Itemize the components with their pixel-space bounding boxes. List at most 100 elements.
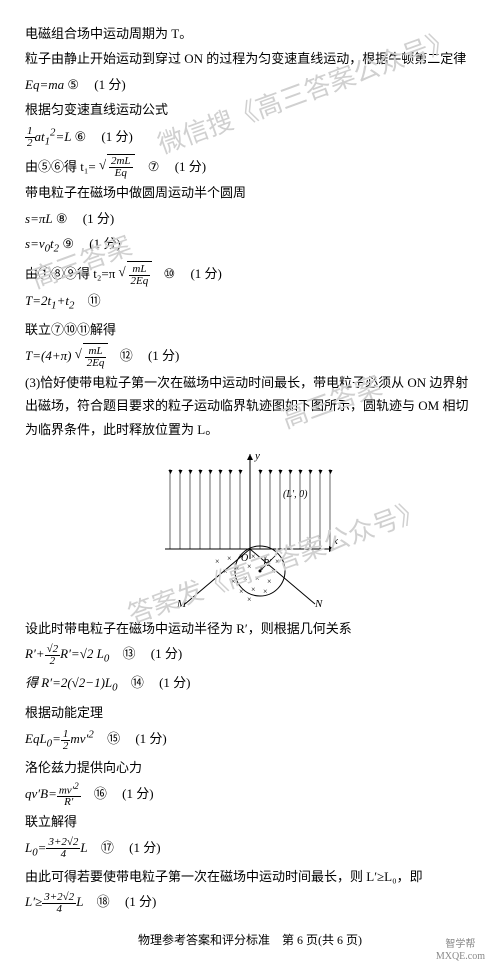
formula: s=πL	[25, 211, 53, 226]
formula-line: T=2t1+t2 ⑪	[25, 289, 475, 316]
svg-text:×: ×	[243, 574, 248, 583]
formula: T=2t1+t2	[25, 293, 74, 308]
step-number: ⑮	[107, 727, 120, 750]
text-line: 粒子由静止开始运动到穿过 ON 的过程为匀变速直线运动，根据牛顿第二定律	[25, 47, 475, 70]
formula-line: 由①⑧⑨得 t₂=π mL2Eq ⑩ (1 分)	[25, 261, 475, 287]
sqrt: mL2Eq	[83, 348, 109, 363]
text-line: 根据动能定理	[25, 701, 475, 724]
formula-line: EqL0=12mv′2 ⑮ (1 分)	[25, 726, 475, 754]
svg-text:▼: ▼	[227, 468, 234, 476]
formula: L′≥3+2√24L	[25, 894, 83, 909]
svg-text:M: M	[176, 598, 187, 609]
formula: Eq=ma	[25, 77, 64, 92]
formula-prefix: 由⑤⑥得 t₁=	[25, 159, 96, 174]
text-line: 带电粒子在磁场中做圆周运动半个圆周	[25, 181, 475, 204]
formula-line: 得 R′=2(√2−1)L0 ⑭ (1 分)	[25, 671, 475, 698]
svg-text:×: ×	[275, 557, 280, 566]
score: (1 分)	[94, 73, 125, 96]
text-line: 联立解得	[25, 810, 475, 833]
formula: T=(4+π)	[25, 348, 71, 363]
svg-text:▼: ▼	[167, 468, 174, 476]
score: (1 分)	[175, 155, 206, 178]
svg-text:x: x	[332, 535, 338, 547]
svg-text:▼: ▼	[297, 468, 304, 476]
svg-text:O: O	[241, 553, 248, 564]
svg-text:▼: ▼	[217, 468, 224, 476]
step-number: ⑧	[56, 207, 68, 230]
score: (1 分)	[83, 207, 114, 230]
svg-text:R′: R′	[262, 558, 272, 569]
svg-text:▼: ▼	[307, 468, 314, 476]
svg-text:▼: ▼	[207, 468, 214, 476]
page-footer: 物理参考答案和评分标准 第 6 页(共 6 页)	[25, 930, 475, 952]
text-line: (3)恰好使带电粒子第一次在磁场中运动时间最长，带电粒子必须从 ON 边界射出磁…	[25, 371, 475, 441]
step-number: ⑪	[88, 289, 101, 312]
svg-text:×: ×	[251, 552, 256, 561]
corner-logo-title: 智学帮	[436, 939, 485, 951]
svg-text:×: ×	[251, 585, 256, 594]
formula-line: Eq=ma ⑤ (1 分)	[25, 73, 475, 96]
text-line: 由此可得若要使带电粒子第一次在磁场中运动时间最长，则 L′≥L₀，即	[25, 865, 475, 888]
score: (1 分)	[190, 262, 221, 285]
formula-line: s=v0t2 ⑨ (1 分)	[25, 232, 475, 259]
score: (1 分)	[122, 782, 153, 805]
sqrt: 2mLEq	[107, 159, 135, 174]
svg-text:×: ×	[247, 595, 252, 604]
svg-text:▼: ▼	[187, 468, 194, 476]
svg-text:▼: ▼	[287, 468, 294, 476]
step-number: ⑤	[67, 73, 79, 96]
score: (1 分)	[151, 642, 182, 665]
step-number: ⑬	[123, 642, 136, 665]
formula-line: qv′B=mv′2R′ ⑯ (1 分)	[25, 782, 475, 809]
step-number: ⑱	[97, 890, 110, 913]
svg-text:×: ×	[255, 574, 260, 583]
sqrt: mL2Eq	[127, 266, 153, 281]
physics-diagram: ▼▼▼ ▼▼▼ ▼▼▼ ▼▼▼ ▼▼▼ ▼ ×× ×× ×× ×× ×× × ×…	[25, 449, 475, 609]
formula-line: T=(4+π) mL2Eq ⑫ (1 分)	[25, 343, 475, 369]
svg-text:×: ×	[227, 554, 232, 563]
formula-line: L0=3+2√24L ⑰ (1 分)	[25, 836, 475, 863]
formula: L0=3+2√24L	[25, 840, 88, 855]
svg-text:×: ×	[271, 567, 276, 576]
svg-text:▼: ▼	[327, 468, 334, 476]
step-number: ⑯	[94, 782, 107, 805]
svg-text:▼: ▼	[317, 468, 324, 476]
formula: qv′B=mv′2R′	[25, 786, 81, 801]
score: (1 分)	[101, 125, 132, 148]
step-number: ⑦	[148, 155, 160, 178]
svg-text:×: ×	[267, 577, 272, 586]
svg-text:▼: ▼	[267, 468, 274, 476]
svg-text:×: ×	[215, 557, 220, 566]
score: (1 分)	[159, 671, 190, 694]
formula-prefix: 由①⑧⑨得 t₂=π	[25, 266, 115, 281]
step-number: ⑰	[101, 836, 114, 859]
formula: 12at12=L	[25, 129, 75, 144]
score: (1 分)	[148, 344, 179, 367]
svg-text:▼: ▼	[237, 468, 244, 476]
score: (1 分)	[125, 890, 156, 913]
text-line: 洛伦兹力提供向心力	[25, 756, 475, 779]
svg-text:▼: ▼	[177, 468, 184, 476]
score: (1 分)	[89, 232, 120, 255]
corner-logo: 智学帮 MXQE.com	[436, 939, 485, 963]
score: (1 分)	[135, 727, 166, 750]
text-line: 设此时带电粒子在磁场中运动半径为 R′，则根据几何关系	[25, 617, 475, 640]
formula-line: L′≥3+2√24L ⑱ (1 分)	[25, 890, 475, 915]
svg-text:(L′, 0): (L′, 0)	[283, 489, 308, 500]
step-number: ⑭	[131, 671, 144, 694]
formula-line: 由⑤⑥得 t₁= 2mLEq ⑦ (1 分)	[25, 154, 475, 180]
corner-logo-url: MXQE.com	[436, 951, 485, 963]
svg-text:×: ×	[231, 577, 236, 586]
svg-text:×: ×	[239, 587, 244, 596]
formula: 得 R′=2(√2−1)L0	[25, 675, 118, 690]
step-number: ⑫	[120, 344, 133, 367]
svg-text:N: N	[314, 598, 323, 609]
svg-text:×: ×	[223, 567, 228, 576]
formula: s=v0t2	[25, 236, 59, 251]
svg-text:y: y	[254, 450, 260, 462]
formula: R′+√22R′=√2 L0	[25, 646, 109, 661]
text-line: 联立⑦⑩⑪解得	[25, 318, 475, 341]
formula: EqL0=12mv′2	[25, 731, 94, 746]
step-number: ⑨	[62, 232, 74, 255]
formula-line: R′+√22R′=√2 L0 ⑬ (1 分)	[25, 642, 475, 669]
